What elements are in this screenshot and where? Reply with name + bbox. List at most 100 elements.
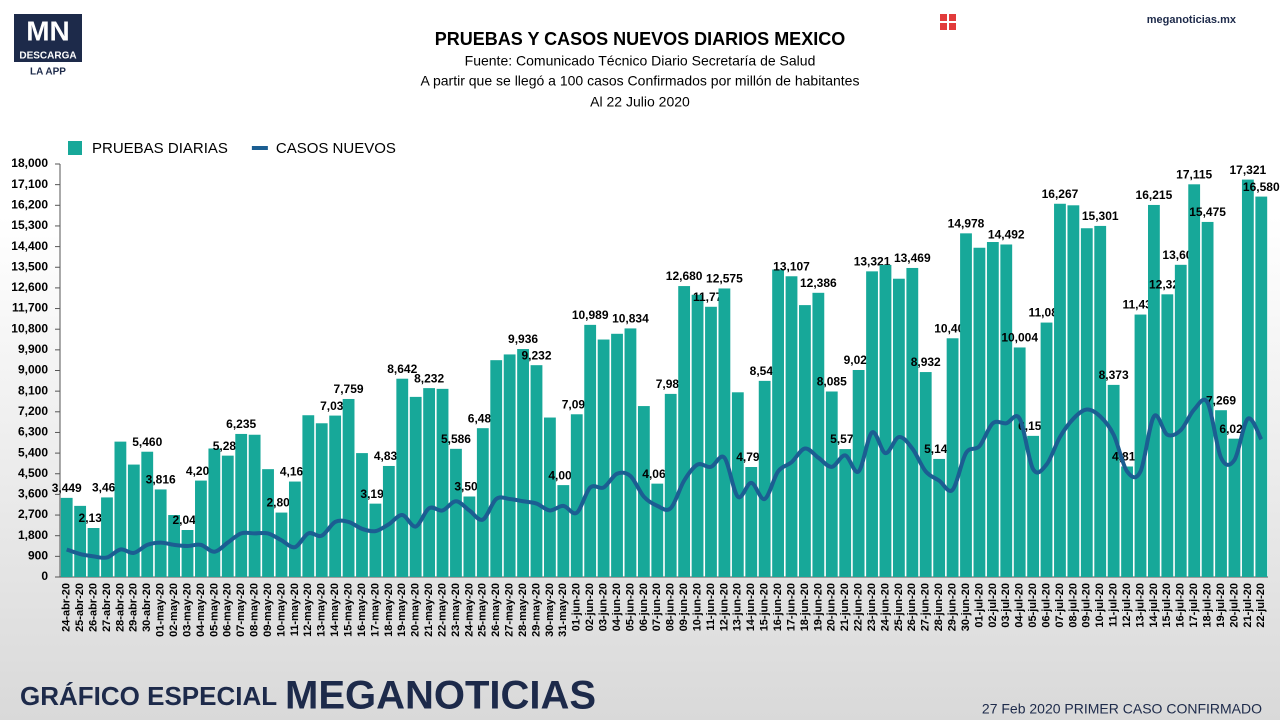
x-tick-label: 16-jul-20 (1175, 583, 1187, 628)
subtitle: A partir que se llegó a 100 casos Confir… (421, 73, 860, 89)
bar (1080, 228, 1093, 577)
bar (1215, 410, 1227, 577)
bar (409, 396, 422, 577)
x-tick-label: 12-jun-20 (718, 583, 730, 631)
x-tick-label: 18-jul-20 (1202, 583, 1214, 628)
bar (691, 294, 704, 577)
bar (879, 264, 892, 577)
x-tick-label: 05-jun-20 (624, 583, 636, 631)
value-label: 10,989 (572, 308, 609, 322)
logo-bottom: LA APP (30, 67, 66, 78)
y-tick-label: 10,800 (11, 321, 48, 335)
bar (476, 428, 489, 577)
x-tick-label: 11-may-20 (289, 583, 301, 636)
x-tick-label: 20-may-20 (410, 583, 422, 637)
bar (812, 292, 825, 577)
bar (315, 423, 328, 577)
bar (208, 448, 221, 577)
subtitle: Al 22 Julio 2020 (590, 94, 690, 110)
value-label: 13,469 (894, 251, 931, 265)
x-tick-label: 14-may-20 (329, 583, 341, 637)
bar (611, 333, 623, 577)
bar (423, 388, 436, 577)
x-tick-label: 26-abr-20 (87, 583, 99, 632)
y-tick-label: 17,100 (11, 177, 48, 191)
bar (74, 505, 87, 577)
x-tick-label: 18-jun-20 (799, 583, 811, 631)
bar (1000, 244, 1013, 577)
legend-label: CASOS NUEVOS (276, 140, 396, 157)
legend-swatch (68, 141, 82, 155)
x-tick-label: 01-jul-20 (973, 583, 985, 628)
x-tick-label: 01-jun-20 (571, 583, 583, 631)
x-tick-label: 25-abr-20 (74, 583, 86, 632)
bar (181, 530, 194, 577)
x-tick-label: 09-jul-20 (1081, 583, 1093, 628)
x-tick-label: 31-may-20 (557, 583, 569, 637)
value-label: 8,642 (387, 362, 417, 376)
x-tick-label: 11-jun-20 (705, 583, 717, 631)
x-tick-label: 30-jun-20 (960, 583, 972, 631)
x-tick-label: 27-abr-20 (101, 583, 113, 632)
y-tick-label: 7,200 (18, 404, 48, 418)
value-label: 12,386 (800, 276, 837, 290)
site-icon (940, 14, 956, 30)
bar (530, 365, 543, 577)
y-tick-label: 900 (28, 549, 48, 563)
bar (933, 458, 946, 577)
y-tick-label: 16,200 (11, 197, 48, 211)
bar (1027, 435, 1040, 577)
bar (960, 233, 972, 577)
x-tick-label: 27-jun-20 (920, 583, 932, 631)
bar (745, 467, 758, 577)
x-tick-label: 12-jul-20 (1121, 583, 1133, 628)
y-tick-label: 18,000 (11, 156, 48, 170)
legend-label: PRUEBAS DIARIAS (92, 140, 228, 157)
value-label: 3,449 (52, 481, 82, 495)
bar (1228, 438, 1241, 577)
value-label: 14,492 (988, 228, 1025, 242)
value-label: 6,235 (226, 417, 256, 431)
bar (624, 328, 637, 577)
y-tick-label: 4,500 (18, 466, 48, 480)
x-tick-label: 17-jun-20 (785, 583, 797, 631)
x-tick-label: 19-may-20 (396, 583, 408, 637)
bar (825, 391, 838, 577)
bar (1094, 225, 1107, 577)
x-tick-label: 24-may-20 (463, 583, 475, 637)
bar (329, 415, 342, 577)
bar (356, 453, 368, 577)
x-tick-label: 27-may-20 (504, 583, 516, 637)
y-tick-label: 14,400 (11, 239, 48, 253)
x-tick-label: 06-jun-20 (638, 583, 650, 631)
x-tick-label: 11-jul-20 (1108, 583, 1120, 627)
bar (235, 433, 248, 577)
y-tick-label: 15,300 (11, 218, 48, 232)
x-tick-label: 04-jul-20 (1014, 583, 1026, 628)
x-tick-label: 20-jul-20 (1228, 583, 1240, 628)
x-tick-label: 15-may-20 (342, 583, 354, 637)
bar (1040, 322, 1053, 577)
footer-right: 27 Feb 2020 PRIMER CASO CONFIRMADO (982, 701, 1262, 717)
bar (892, 278, 905, 577)
bar (678, 286, 691, 577)
x-tick-label: 13-jul-20 (1134, 583, 1146, 628)
value-label: 16,267 (1042, 187, 1079, 201)
bar (396, 378, 409, 577)
x-tick-label: 21-jul-20 (1242, 583, 1254, 628)
bar (973, 247, 986, 577)
value-label: 15,475 (1189, 205, 1226, 219)
x-tick-label: 30-abr-20 (141, 583, 153, 632)
bar (906, 267, 919, 577)
x-tick-label: 28-jun-20 (933, 583, 945, 631)
bar (87, 528, 100, 577)
x-tick-label: 07-jul-20 (1054, 583, 1066, 628)
value-label: 12,680 (666, 269, 703, 283)
bar (1188, 184, 1201, 577)
x-tick-label: 19-jul-20 (1215, 583, 1227, 628)
bar (342, 398, 355, 577)
value-label: 10,004 (1001, 331, 1038, 345)
bar (731, 392, 744, 577)
x-tick-label: 22-may-20 (436, 583, 448, 637)
bar (288, 481, 301, 577)
